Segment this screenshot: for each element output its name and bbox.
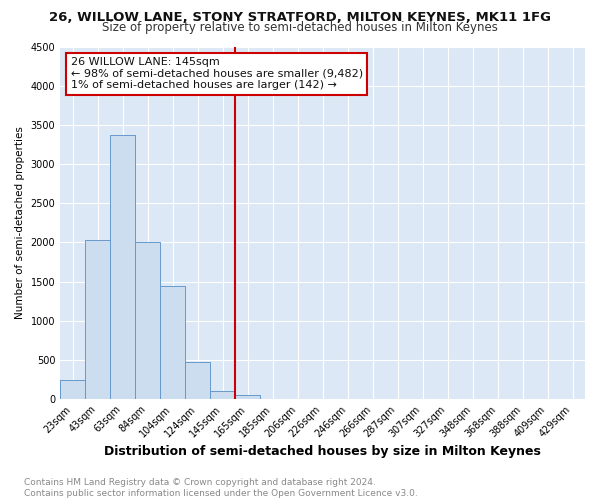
Text: Size of property relative to semi-detached houses in Milton Keynes: Size of property relative to semi-detach… [102,22,498,35]
Bar [210,392,235,399]
Text: 26 WILLOW LANE: 145sqm
← 98% of semi-detached houses are smaller (9,482)
1% of s: 26 WILLOW LANE: 145sqm ← 98% of semi-det… [71,57,363,90]
Bar [110,135,135,399]
Bar [85,240,110,399]
Bar [185,362,210,399]
Bar [235,396,260,399]
X-axis label: Distribution of semi-detached houses by size in Milton Keynes: Distribution of semi-detached houses by … [104,444,541,458]
Bar [160,286,185,399]
Text: 26, WILLOW LANE, STONY STRATFORD, MILTON KEYNES, MK11 1FG: 26, WILLOW LANE, STONY STRATFORD, MILTON… [49,11,551,24]
Bar [60,380,85,399]
Text: Contains HM Land Registry data © Crown copyright and database right 2024.
Contai: Contains HM Land Registry data © Crown c… [24,478,418,498]
Bar [135,242,160,399]
Y-axis label: Number of semi-detached properties: Number of semi-detached properties [15,126,25,320]
